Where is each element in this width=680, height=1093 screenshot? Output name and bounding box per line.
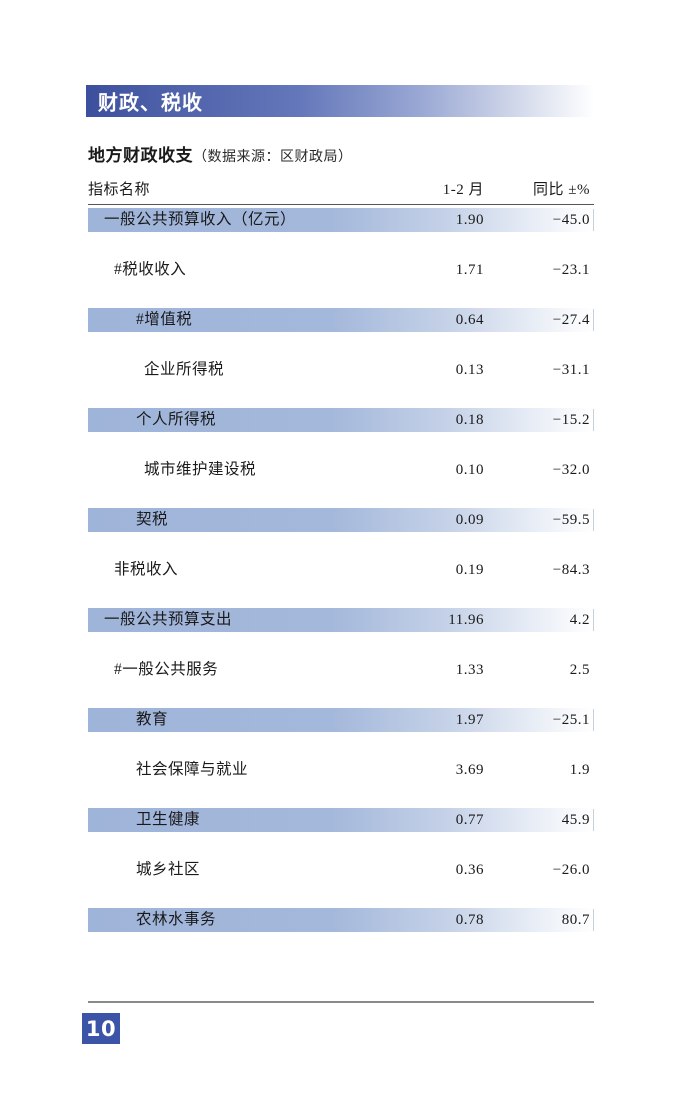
- row-label: 城市维护建设税: [144, 461, 257, 478]
- table-row: 一般公共预算支出 11.96 4.2: [88, 608, 594, 658]
- row-label: #增值税: [136, 311, 193, 328]
- row-label: #税收收入: [114, 261, 187, 278]
- row-yoy: 4.2: [569, 612, 590, 628]
- row-end-tick: [593, 709, 594, 731]
- row-end-tick: [593, 509, 594, 531]
- row-label: 企业所得税: [144, 361, 225, 378]
- row-label: 一般公共预算收入（亿元）: [104, 211, 297, 228]
- row-value: 0.10: [455, 462, 484, 478]
- finance-table: 指标名称 1-2 月 同比 ±% 一般公共预算收入（亿元） 1.90 −45.0 #税…: [88, 178, 594, 932]
- row-label: 非税收入: [114, 561, 179, 578]
- page-number-badge: 10: [82, 1013, 120, 1044]
- row-yoy: −32.0: [552, 462, 590, 478]
- row-label: 社会保障与就业: [136, 761, 249, 778]
- row-value: 1.33: [455, 662, 484, 678]
- row-yoy: −84.3: [552, 562, 590, 578]
- row-value: 0.13: [455, 362, 484, 378]
- row-highlight-band: [88, 208, 594, 232]
- table-row: #增值税 0.64 −27.4: [88, 308, 594, 358]
- row-highlight-band: [88, 508, 594, 532]
- table-body: 一般公共预算收入（亿元） 1.90 −45.0 #税收收入 1.71 −23.1 #增值税 0…: [88, 208, 594, 958]
- row-label: #一般公共服务: [114, 661, 219, 678]
- row-highlight-band: [88, 408, 594, 432]
- table-subtitle-main: 地方财政收支: [88, 146, 193, 166]
- row-highlight-band: [88, 608, 594, 632]
- row-label: 城乡社区: [136, 861, 201, 878]
- row-yoy: −23.1: [552, 262, 590, 278]
- row-highlight-band: [88, 308, 594, 332]
- row-label: 契税: [136, 511, 169, 528]
- row-yoy: −25.1: [552, 712, 590, 728]
- page-footer-rule: [88, 1001, 594, 1003]
- row-yoy: 45.9: [561, 812, 590, 828]
- table-row: 企业所得税 0.13 −31.1: [88, 358, 594, 408]
- row-value: 0.19: [455, 562, 484, 578]
- table-row: #一般公共服务 1.33 2.5: [88, 658, 594, 708]
- table-row: 非税收入 0.19 −84.3: [88, 558, 594, 608]
- row-value: 1.71: [455, 262, 484, 278]
- row-highlight-band: [88, 808, 594, 832]
- column-header-value: 1-2 月: [442, 182, 484, 198]
- column-header-indicator: 指标名称: [88, 182, 151, 198]
- row-value: 3.69: [455, 762, 484, 778]
- row-value: 0.09: [455, 512, 484, 528]
- table-row: 城市维护建设税 0.10 −32.0: [88, 458, 594, 508]
- row-highlight-band: [88, 908, 594, 932]
- row-label: 卫生健康: [136, 811, 201, 828]
- row-value: 11.96: [448, 612, 484, 628]
- row-value: 0.78: [455, 912, 484, 928]
- row-value: 0.18: [455, 412, 484, 428]
- table-subtitle: 地方财政收支（数据来源：区财政局）: [88, 141, 353, 166]
- row-end-tick: [593, 809, 594, 831]
- table-row: 契税 0.09 −59.5: [88, 508, 594, 558]
- row-yoy: 1.9: [569, 762, 590, 778]
- row-value: 0.77: [455, 812, 484, 828]
- table-row: 农林水事务 0.78 80.7: [88, 908, 594, 958]
- row-label: 一般公共预算支出: [104, 611, 233, 628]
- row-yoy: −27.4: [552, 312, 590, 328]
- table-row: 卫生健康 0.77 45.9: [88, 808, 594, 858]
- row-highlight-band: [88, 708, 594, 732]
- row-value: 1.90: [455, 212, 484, 228]
- row-value: 0.64: [455, 312, 484, 328]
- table-row: #税收收入 1.71 −23.1: [88, 258, 594, 308]
- row-yoy: −26.0: [552, 862, 590, 878]
- row-yoy: 2.5: [569, 662, 590, 678]
- table-row: 一般公共预算收入（亿元） 1.90 −45.0: [88, 208, 594, 258]
- row-end-tick: [593, 309, 594, 331]
- row-label: 农林水事务: [136, 911, 217, 928]
- row-value: 0.36: [455, 862, 484, 878]
- row-yoy: −15.2: [552, 412, 590, 428]
- row-end-tick: [593, 609, 594, 631]
- row-end-tick: [593, 909, 594, 931]
- section-banner: 财政、税收: [86, 85, 594, 117]
- section-banner-title: 财政、税收: [98, 90, 203, 115]
- row-label: 教育: [136, 711, 169, 728]
- row-label: 个人所得税: [136, 411, 217, 428]
- row-end-tick: [593, 409, 594, 431]
- table-row: 城乡社区 0.36 −26.0: [88, 858, 594, 908]
- row-yoy: −45.0: [552, 212, 590, 228]
- table-header-rule: [88, 204, 594, 205]
- row-yoy: −31.1: [552, 362, 590, 378]
- row-value: 1.97: [455, 712, 484, 728]
- row-yoy: 80.7: [561, 912, 590, 928]
- table-subtitle-source: （数据来源：区财政局）: [193, 150, 353, 165]
- table-row: 个人所得税 0.18 −15.2: [88, 408, 594, 458]
- row-end-tick: [593, 209, 594, 231]
- table-header-row: 指标名称 1-2 月 同比 ±%: [88, 178, 594, 204]
- column-header-yoy: 同比 ±%: [533, 182, 590, 198]
- row-yoy: −59.5: [552, 512, 590, 528]
- table-row: 社会保障与就业 3.69 1.9: [88, 758, 594, 808]
- table-row: 教育 1.97 −25.1: [88, 708, 594, 758]
